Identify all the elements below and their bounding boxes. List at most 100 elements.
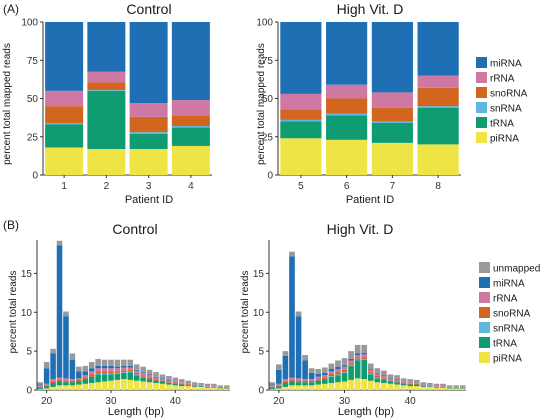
chart-b-control-bar-22-pirna bbox=[56, 385, 63, 390]
chart-b-vitd-bar-30-unmapped bbox=[341, 358, 348, 366]
chart-b-control-bar-27-pirna bbox=[88, 383, 95, 390]
chart-b-control-bar-40-rrna bbox=[172, 381, 179, 384]
chart-b-control-bar-21-rrna bbox=[50, 379, 56, 382]
chart-b-vitd-bar-33-rrna bbox=[361, 354, 368, 358]
chart-b-vitd-bar-32-rrna bbox=[354, 355, 361, 359]
chart-b-vitd-bar-38-snorna bbox=[394, 381, 400, 383]
chart-b-vitd-ytick-label-10: 10 bbox=[253, 308, 265, 319]
chart-b-vitd-bar-23-rrna bbox=[295, 378, 302, 381]
chart-a-control-bar-1-snorna bbox=[45, 106, 84, 123]
chart-b-vitd-bar-26-rrna bbox=[315, 376, 322, 380]
chart-b-control-bar-21-pirna bbox=[50, 386, 56, 390]
chart-b-control-bar-22-trna bbox=[56, 381, 63, 386]
legend-a-swatch-rrna bbox=[476, 72, 487, 83]
chart-b-control-bar-42-rrna bbox=[185, 383, 191, 385]
chart-b-vitd-bar-23-mirna bbox=[295, 316, 302, 379]
chart-b-vitd-bar-29-mirna bbox=[335, 366, 341, 370]
chart-a-vitd-xtick-label-7: 7 bbox=[390, 181, 396, 192]
chart-b-control-bar-29-trna bbox=[101, 374, 108, 382]
chart-b-control-bar-34-trna bbox=[133, 375, 140, 381]
chart-b-vitd-bar-32-trna bbox=[354, 360, 361, 379]
chart-b-vitd-bar-25-pirna bbox=[308, 385, 315, 390]
legend-b-label-snorna: snoRNA bbox=[493, 309, 531, 320]
legend-a-label-snrna: snRNA bbox=[490, 104, 522, 115]
chart-b-vitd-bar-24-unmapped bbox=[302, 355, 308, 361]
chart-b-control-bar-48-unmapped bbox=[224, 385, 230, 387]
chart-b-vitd-xtick-label-30: 30 bbox=[339, 396, 351, 407]
legend-a-swatch-pirna bbox=[476, 132, 487, 143]
chart-a-vitd-ylabel: percent total mapped reads bbox=[256, 43, 267, 165]
chart-b-vitd-bar-37-snorna bbox=[387, 380, 394, 382]
chart-b-vitd-bar-20-pirna bbox=[276, 388, 282, 390]
chart-b-control-bar-45-pirna bbox=[204, 387, 211, 390]
chart-a-vitd-ytick-label-0: 0 bbox=[267, 171, 273, 182]
chart-b-control-bar-23-unmapped bbox=[63, 311, 69, 317]
chart-b-vitd-bar-34-unmapped bbox=[367, 363, 374, 370]
chart-b-control-bar-37-rrna bbox=[153, 377, 159, 380]
chart-b-control-bar-40-unmapped bbox=[172, 377, 179, 382]
chart-b-control-bar-34-rrna bbox=[133, 370, 140, 373]
chart-b-control-bar-30-trna bbox=[108, 374, 114, 381]
chart-b-vitd-bar-23-snorna bbox=[295, 380, 302, 383]
chart-b-vitd-bar-44-rrna bbox=[433, 386, 440, 387]
chart-b-control-bar-38-trna bbox=[159, 381, 166, 384]
chart-b-control-bar-23-trna bbox=[63, 382, 69, 386]
chart-b-vitd-bar-21-pirna bbox=[282, 386, 289, 390]
chart-b-control-bar-19-unmapped bbox=[37, 382, 43, 385]
chart-b-control-bar-25-mirna bbox=[76, 371, 82, 379]
chart-b-control-bar-39-snorna bbox=[166, 382, 172, 384]
chart-b-vitd-bar-36-pirna bbox=[381, 383, 387, 390]
chart-a-control-bar-3-snrna bbox=[129, 132, 168, 134]
chart-b-vitd-bar-48-pirna bbox=[459, 388, 466, 390]
chart-a-vitd-bar-5-snorna bbox=[280, 109, 322, 120]
chart-b-vitd-bar-27-pirna bbox=[321, 383, 328, 390]
chart-b-vitd-bar-31-rrna bbox=[348, 360, 354, 364]
chart-b-control-bar-41-rrna bbox=[178, 382, 185, 384]
chart-b-vitd-bar-40-trna bbox=[407, 384, 414, 387]
chart-b-control-bar-26-rrna bbox=[82, 375, 89, 378]
chart-b-control-bar-23-snorna bbox=[63, 380, 69, 383]
chart-b-vitd-bar-41-trna bbox=[413, 384, 420, 387]
chart-b-control-xtick-label-30: 30 bbox=[105, 396, 117, 407]
chart-b-control-bar-32-snrna bbox=[121, 372, 127, 373]
chart-b-control-bar-26-pirna bbox=[82, 383, 89, 390]
chart-a-vitd-bar-6-mirna bbox=[326, 22, 368, 85]
chart-a-control-bar-1-snrna bbox=[45, 122, 84, 125]
chart-b-vitd-bar-39-trna bbox=[400, 383, 407, 386]
chart-b-vitd-bar-31-snorna bbox=[348, 363, 354, 366]
chart-b-vitd-bar-34-rrna bbox=[367, 369, 374, 373]
chart-b-control-bar-44-trna bbox=[198, 386, 204, 387]
chart-b-vitd-bar-22-rrna bbox=[289, 377, 295, 380]
chart-b-control-ylabel: percent total reads bbox=[8, 271, 19, 354]
chart-a-control-xtick-label-2: 2 bbox=[104, 181, 110, 192]
chart-b-control-bar-39-mirna bbox=[166, 379, 172, 381]
chart-b-control-bar-26-snorna bbox=[82, 377, 89, 380]
chart-b-control-bar-44-rrna bbox=[198, 385, 204, 387]
chart-b-control-bar-31-snorna bbox=[114, 371, 121, 373]
legend-b-swatch-mirna bbox=[479, 277, 490, 288]
chart-b-control-bar-40-snorna bbox=[172, 383, 179, 384]
chart-b-vitd-title: High Vit. D bbox=[327, 221, 394, 237]
chart-b-vitd-bar-22-unmapped bbox=[289, 251, 295, 257]
chart-b-control-bar-24-trna bbox=[69, 382, 76, 386]
chart-a-control-ytick-label-50: 50 bbox=[27, 94, 39, 105]
chart-a-control-bar-3-rrna bbox=[129, 103, 168, 117]
chart-b-control-bar-34-snorna bbox=[133, 372, 140, 375]
chart-b-control-bar-48-rrna bbox=[224, 386, 230, 388]
chart-b-vitd-bar-31-pirna bbox=[348, 379, 354, 390]
chart-b-vitd-bar-37-rrna bbox=[387, 379, 394, 381]
chart-b-control-bar-40-pirna bbox=[172, 385, 179, 390]
chart-b-vitd-bar-24-mirna bbox=[302, 360, 308, 380]
legend-a-swatch-snorna bbox=[476, 87, 487, 98]
legend-a-label-snorna: snoRNA bbox=[490, 89, 528, 100]
chart-b-vitd-bar-38-mirna bbox=[394, 379, 400, 380]
chart-b-control-bar-20-unmapped bbox=[43, 362, 50, 369]
chart-b-control-ytick-label-5: 5 bbox=[26, 347, 32, 358]
chart-b-vitd-bar-20-unmapped bbox=[276, 364, 282, 370]
chart-b-control-bar-25-snorna bbox=[76, 379, 82, 382]
panel-label-b: (B) bbox=[3, 218, 19, 232]
chart-b-control-bar-36-rrna bbox=[146, 375, 153, 378]
chart-b-control-bar-36-pirna bbox=[146, 382, 153, 390]
chart-b-control-bar-48-pirna bbox=[224, 388, 230, 390]
chart-b-vitd-bar-27-mirna bbox=[321, 372, 328, 376]
